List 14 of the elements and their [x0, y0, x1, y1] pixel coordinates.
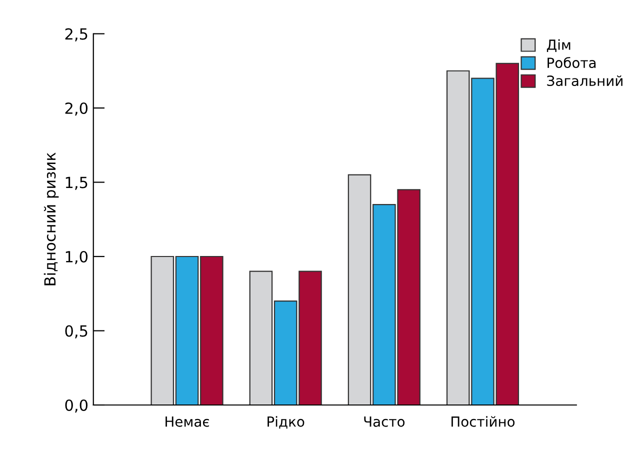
x-tick-label: Постійно: [452, 416, 515, 427]
x-tick-label: Рідко: [268, 416, 304, 429]
y-tick-label: 2,5: [65, 28, 88, 42]
y-tick-label: 2,0: [65, 102, 88, 116]
y-axis-title: Відносний ризик: [44, 152, 59, 286]
y-tick-label: 0,0: [65, 399, 88, 413]
x-tick-label: Часто: [364, 416, 405, 427]
y-tick-label: 1,5: [66, 176, 88, 190]
y-tick-label: 0,5: [65, 325, 88, 338]
legend-label: Загальний: [547, 75, 622, 86]
legend-label: Дім: [546, 39, 570, 52]
x-tick-label: Немає: [166, 416, 209, 427]
y-tick-label: 1,0: [66, 250, 88, 264]
legend-label: Робота: [548, 57, 596, 68]
